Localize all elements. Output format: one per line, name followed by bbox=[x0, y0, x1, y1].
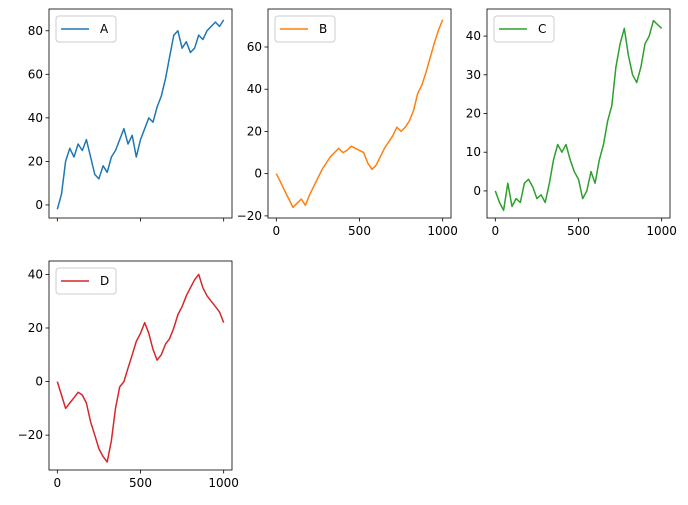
x-tick-label: 1000 bbox=[646, 224, 677, 238]
y-tick-label: 10 bbox=[466, 145, 481, 159]
y-tick-label: 40 bbox=[28, 111, 43, 125]
series-line-d bbox=[56, 273, 225, 463]
y-tick-label: 40 bbox=[466, 29, 481, 43]
legend: B bbox=[274, 15, 336, 43]
y-tick-label: 20 bbox=[28, 154, 43, 168]
plot-area bbox=[494, 19, 663, 212]
plot-area bbox=[56, 19, 225, 210]
y-tick-label: 40 bbox=[28, 267, 43, 281]
y-tick-label: 20 bbox=[28, 321, 43, 335]
x-tick-label: 0 bbox=[53, 476, 61, 490]
y-tick-label: 80 bbox=[28, 24, 43, 38]
legend: C bbox=[493, 15, 555, 43]
legend-label: B bbox=[319, 22, 327, 36]
y-tick-label: 0 bbox=[254, 167, 262, 181]
legend: A bbox=[55, 15, 117, 43]
subplot-a: 0 20 40 60 80 A bbox=[28, 8, 233, 222]
series-line-c bbox=[494, 19, 663, 212]
x-tick-label: 1000 bbox=[427, 224, 458, 238]
y-tick-label: 30 bbox=[466, 68, 481, 82]
y-tick-label: 20 bbox=[466, 107, 481, 121]
x-tick-label: 0 bbox=[491, 224, 499, 238]
plot-area bbox=[275, 19, 444, 209]
y-tick-label: 20 bbox=[247, 124, 262, 138]
subplot-d: 0 500 1000 −20 0 20 40 D bbox=[18, 260, 239, 490]
legend: D bbox=[55, 267, 117, 295]
x-tick-label: 500 bbox=[567, 224, 590, 238]
subplot-b: 0 500 1000 −20 0 20 40 60 B bbox=[237, 8, 458, 238]
x-tick-label: 500 bbox=[348, 224, 371, 238]
subplot-c: 0 500 1000 0 10 20 30 40 C bbox=[466, 8, 677, 238]
series-line-a bbox=[56, 19, 225, 210]
legend-label: A bbox=[100, 22, 109, 36]
plot-area bbox=[56, 273, 225, 463]
y-tick-label: −20 bbox=[18, 428, 43, 442]
series-line-b bbox=[275, 19, 444, 209]
legend-label: D bbox=[100, 274, 109, 288]
x-tick-label: 0 bbox=[272, 224, 280, 238]
x-tick-label: 1000 bbox=[208, 476, 239, 490]
y-tick-label: 0 bbox=[473, 184, 481, 198]
y-tick-label: 60 bbox=[28, 67, 43, 81]
y-tick-label: −20 bbox=[237, 209, 262, 223]
y-tick-label: 60 bbox=[247, 40, 262, 54]
y-tick-label: 0 bbox=[35, 198, 43, 212]
y-tick-label: 0 bbox=[35, 375, 43, 389]
x-tick-label: 500 bbox=[129, 476, 152, 490]
legend-label: C bbox=[538, 22, 546, 36]
y-tick-label: 40 bbox=[247, 82, 262, 96]
